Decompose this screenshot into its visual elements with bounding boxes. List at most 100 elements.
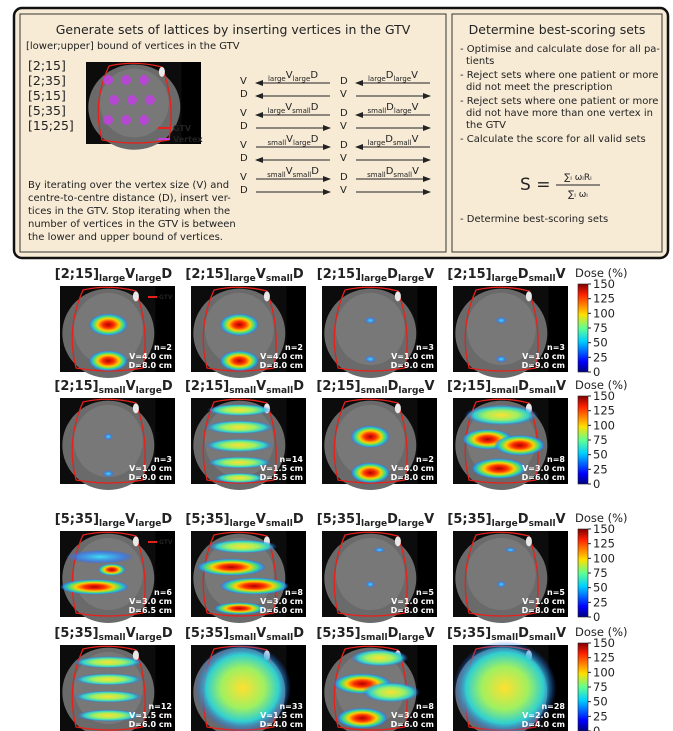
label-sub: large (492, 519, 518, 529)
colorbar-tick-label: 125 (593, 537, 615, 551)
label-sub: small (491, 386, 518, 396)
rich-label: [5;35]smallDlargeV (316, 626, 434, 643)
label-main: D (388, 626, 399, 641)
stack-letter: V (340, 89, 347, 100)
legend-gtv: GTV (173, 124, 192, 133)
stack-letter: D (240, 185, 248, 196)
annotation: V=3.0 cm (522, 464, 565, 473)
stack-letter: V (240, 76, 247, 87)
description-line: tices in the GTV. Stop iterating when th… (28, 206, 230, 217)
label-sub: small (368, 107, 387, 115)
label-sub: small (293, 171, 312, 179)
colorbar-tick-label: 100 (593, 306, 615, 320)
vertex-dot (103, 115, 113, 125)
rich-label: [5;35]smallVsmallD (185, 626, 304, 643)
dose-region (214, 473, 265, 483)
rich-label: [5;35]largeDsmallV (447, 512, 565, 529)
label-main: D (311, 102, 319, 113)
label-sub: small (266, 386, 293, 396)
label-sub: large (99, 519, 125, 529)
label-sub: small (361, 633, 388, 643)
annotation: n=8 (547, 455, 565, 464)
bone (395, 403, 401, 413)
vertex-dot (103, 75, 113, 85)
bullet-line: - Reject sets where one patient or more (460, 70, 658, 81)
bullet-line: did not have more than one vertex in (466, 108, 653, 119)
dose-region (497, 581, 506, 588)
stack-letter: D (340, 108, 348, 119)
dose-region (89, 351, 128, 372)
label-main: V (256, 512, 266, 527)
colorbar-tick-label: 0 (593, 365, 600, 379)
label-prefix: [5;35] (54, 626, 98, 641)
dose-region (494, 435, 545, 456)
label-main: D (293, 626, 304, 641)
label-main: D (518, 626, 529, 641)
stack-letter: D (340, 140, 348, 151)
label-sub: large (268, 107, 286, 115)
colorbar-tick-label: 125 (593, 404, 615, 418)
dose-region (496, 356, 508, 363)
colorbar (578, 396, 588, 484)
annotation: V=1.0 cm (391, 597, 434, 606)
bone (395, 291, 401, 301)
annotation: V=1.5 cm (129, 711, 172, 720)
colorbar-tick-label: 150 (593, 277, 615, 291)
label-sub: small (292, 107, 311, 115)
label-prefix: [2;15] (55, 267, 99, 282)
label-sub: small (393, 171, 412, 179)
colorbar-tick-label: 150 (593, 522, 615, 536)
rich-label: [2;15]largeVlargeD (55, 267, 173, 284)
annotation: n=8 (285, 588, 303, 597)
annotation: D=6.0 cm (522, 473, 565, 482)
label-prefix: [5;35] (185, 626, 229, 641)
dose-region (220, 314, 259, 336)
label-prefix: [5;35] (447, 626, 491, 641)
annotation: D=8.0 cm (391, 473, 434, 482)
rich-label: [5;35]smallVlargeD (54, 626, 172, 643)
label-main: V (256, 626, 266, 641)
annotation: D=8.0 cm (260, 361, 303, 370)
lattice-title: Generate sets of lattices by inserting v… (56, 22, 411, 37)
annotation: n=14 (279, 455, 303, 464)
colorbar-tick-label: 75 (593, 680, 608, 694)
annotation: D=8.0 cm (391, 606, 434, 615)
label-sub: large (492, 274, 518, 284)
label-main: D (518, 379, 529, 394)
colorbar-tick-label: 100 (593, 551, 615, 565)
dose-region (496, 317, 508, 324)
annotation: n=33 (279, 702, 303, 711)
label-main: D (387, 267, 398, 282)
label-main: V (425, 626, 435, 641)
label-sub: large (135, 519, 161, 529)
label-prefix: [5;35] (55, 512, 99, 527)
annotation: n=2 (154, 343, 172, 352)
dose-region (103, 470, 115, 477)
colorbar-tick-label: 75 (593, 433, 608, 447)
label-main: V (412, 134, 419, 145)
bound: [2;15] (28, 58, 66, 73)
label-prefix: [5;35] (316, 626, 360, 641)
description-line: the lower and upper bound of vertices. (28, 232, 223, 243)
label-sub: large (368, 139, 386, 147)
label-prefix: [5;35] (447, 512, 491, 527)
vertex-dot (127, 95, 137, 105)
stack-letter: D (240, 89, 248, 100)
legend-vertex: Vertex (173, 135, 203, 144)
colorbar-tick-label: 75 (593, 566, 608, 580)
dose-region (104, 433, 113, 440)
annotation: n=28 (541, 702, 565, 711)
vertex-dot (139, 115, 149, 125)
dose-region (89, 314, 128, 336)
annotation: D=6.0 cm (129, 720, 172, 729)
bone (526, 291, 532, 301)
annotation: D=4.0 cm (260, 720, 303, 729)
label-main: V (556, 512, 566, 527)
annotation: D=6.5 cm (129, 606, 172, 615)
dose-region (220, 577, 289, 594)
label-main: D (311, 166, 319, 177)
bone (133, 403, 139, 413)
label-prefix: [2;15] (185, 267, 229, 282)
dose-region (60, 579, 129, 594)
annotation: D=8.0 cm (522, 606, 565, 615)
